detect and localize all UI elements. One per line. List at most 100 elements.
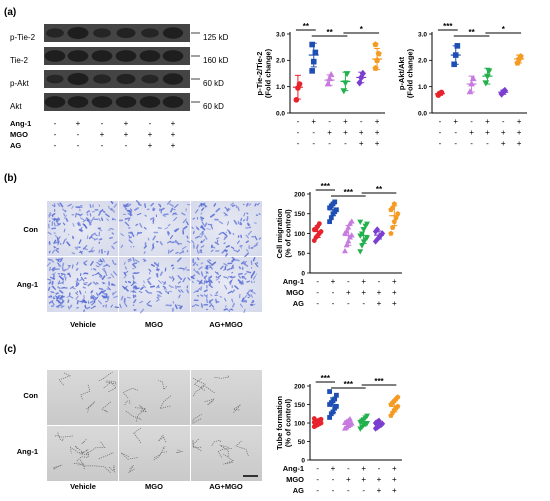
migrated-cell — [208, 284, 213, 289]
migrated-cell — [182, 225, 188, 230]
treatment-sign: - — [470, 139, 473, 148]
migrated-cell — [119, 303, 122, 309]
treatment-sign: + — [375, 128, 380, 137]
migrated-cell — [172, 212, 178, 216]
tube-branch — [134, 407, 147, 422]
migrated-cell — [88, 235, 93, 240]
migrated-cell — [224, 305, 227, 308]
tube-branch — [81, 437, 87, 445]
blot-band — [141, 74, 159, 84]
migrated-cell — [206, 228, 211, 230]
migrated-cell — [98, 217, 101, 222]
migrated-cell — [169, 304, 172, 307]
migrated-cell — [242, 219, 246, 222]
migrated-cell — [90, 296, 95, 301]
treatment-sign: + — [124, 119, 129, 128]
y-tick-label: 50 — [298, 439, 306, 446]
migrated-cell — [164, 227, 169, 230]
treatment-sign: - — [316, 486, 319, 495]
migrated-cell — [91, 249, 95, 253]
migrated-cell — [113, 241, 118, 245]
migrated-cell — [152, 235, 156, 241]
migrated-cell — [56, 262, 62, 267]
migrated-cell — [254, 235, 258, 241]
data-point — [341, 247, 348, 254]
migrated-cell — [231, 289, 236, 294]
data-point — [316, 221, 322, 227]
migrated-cell — [85, 217, 90, 221]
b-row-con: Con — [23, 225, 38, 234]
treatment-sign: + — [359, 128, 364, 137]
migrated-cell — [171, 275, 175, 280]
migrated-cell — [226, 207, 230, 211]
migrated-cell — [127, 258, 132, 261]
migrated-cell — [227, 290, 233, 294]
migrated-cell — [159, 241, 163, 246]
treatment-sign: + — [359, 139, 364, 148]
migrated-cell — [174, 239, 180, 245]
migrated-cell — [86, 306, 91, 310]
migrated-cell — [251, 299, 254, 304]
treatment-sign: - — [347, 464, 350, 473]
migrated-cell — [254, 203, 257, 207]
migrated-cell — [215, 207, 221, 213]
treatment-sign: - — [332, 299, 335, 308]
migrated-cell — [75, 292, 78, 295]
migrated-cell — [80, 250, 83, 255]
migrated-cell — [124, 217, 130, 220]
migrated-cell — [180, 289, 184, 293]
migrated-cell — [143, 226, 147, 230]
migrated-cell — [207, 260, 212, 265]
scatter-chart-3: 0 50 100 150 200 Cell migration (% of control)… — [275, 182, 402, 308]
migrated-cell — [252, 275, 256, 280]
migrated-cell — [75, 212, 77, 218]
migrated-cell — [243, 294, 248, 299]
migrated-cell — [169, 234, 174, 240]
migrated-cell — [82, 219, 87, 223]
treatment-sign: - — [77, 130, 80, 139]
y-tick-label: 200 — [294, 191, 305, 198]
migrated-cell — [59, 294, 64, 300]
migrated-cell — [192, 261, 197, 267]
tube-branch — [120, 452, 139, 460]
treatment-sign: + — [124, 130, 129, 139]
migrated-cell — [50, 294, 53, 298]
migrated-cell — [84, 304, 87, 308]
migrated-cell — [132, 304, 135, 306]
migrated-cell — [236, 240, 240, 244]
treatment-sign: - — [454, 139, 457, 148]
migrated-cell — [192, 230, 195, 235]
migrated-cell — [135, 200, 140, 204]
treatment-sign: - — [470, 117, 473, 126]
data-point — [389, 224, 396, 230]
migrated-cell — [245, 240, 249, 244]
migrated-cell — [230, 246, 235, 249]
migrated-cell — [133, 285, 138, 289]
treatment-sign: - — [347, 486, 350, 495]
migrated-cell — [122, 285, 125, 289]
migrated-cell — [98, 212, 101, 216]
migrated-cell — [186, 289, 190, 294]
tube-branch — [159, 394, 172, 410]
blot-band — [93, 28, 111, 38]
tube-branch — [69, 446, 85, 454]
treatment-sign: - — [328, 117, 331, 126]
treatment-sign: + — [171, 141, 176, 150]
migrated-cell — [203, 275, 207, 278]
migrated-cell — [214, 271, 218, 275]
migrated-cell — [201, 207, 205, 212]
migrated-cell — [63, 213, 66, 217]
migrated-cell — [120, 233, 124, 237]
migrated-cell — [200, 212, 203, 215]
migrated-cell — [66, 241, 71, 247]
migrated-cell — [107, 277, 111, 279]
blot-band — [116, 73, 136, 85]
migrated-cell — [124, 302, 128, 308]
significance-label: *** — [443, 22, 453, 31]
migrated-cell — [205, 298, 209, 304]
migrated-cell — [186, 240, 191, 243]
data-point — [364, 413, 371, 419]
migrated-cell — [158, 294, 162, 298]
migrated-cell — [67, 203, 72, 207]
significance-label: *** — [344, 188, 354, 197]
